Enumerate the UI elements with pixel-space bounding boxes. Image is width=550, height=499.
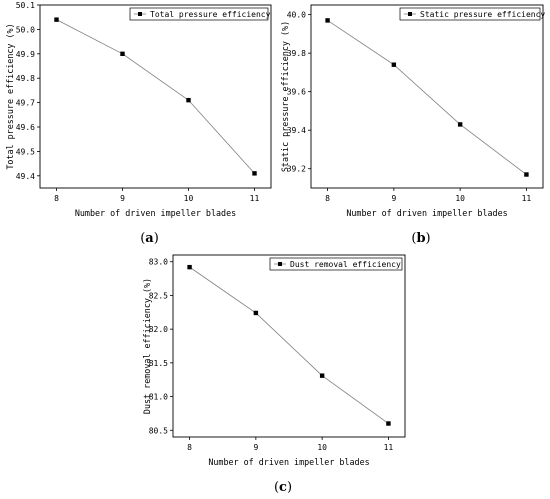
data-point — [252, 171, 257, 176]
chart-panel-a: 8 9 10 11 49.4 49.5 49.6 49.7 49.8 49.9 50.0 50.1 Nu… — [0, 0, 275, 250]
chart-svg-a: 8 9 10 11 49.4 49.5 49.6 49.7 49.8 49.9 50.0 50.1 Nu… — [5, 1, 272, 246]
y-tick-label: 49.5 — [16, 147, 35, 156]
x-tick-label: 8 — [54, 194, 59, 203]
x-axis-label: Number of driven impeller blades — [208, 457, 369, 467]
x-tick-label: 9 — [120, 194, 125, 203]
x-tick-label: 11 — [522, 194, 532, 203]
y-tick-label: 83.0 — [149, 258, 168, 267]
y-tick-label: 49.8 — [16, 74, 35, 83]
data-point — [457, 122, 463, 127]
legend-marker — [138, 12, 142, 16]
legend-label: Dust removal efficiency — [290, 260, 401, 269]
legend-box — [269, 257, 403, 271]
panel-label: (b) — [411, 231, 430, 246]
y-tick-label: 82.5 — [149, 291, 168, 300]
legend-label: Total pressure efficiency — [150, 10, 271, 19]
chart-panel-b: 8 9 10 11 39.2 39.4 39.6 39.8 40.0 Number of driv… — [275, 0, 550, 250]
y-axis-label: Dust removal efficiency (%) — [142, 278, 152, 414]
x-tick-label: 10 — [184, 194, 194, 203]
y-tick-label: 49.6 — [16, 123, 35, 132]
x-tick-label: 10 — [317, 443, 327, 452]
y-tick-label: 49.7 — [16, 99, 35, 108]
plot-frame — [310, 4, 544, 189]
y-tick-label: 49.4 — [16, 172, 35, 181]
chart-panel-c: 8 9 10 11 80.5 81.0 81.5 82.0 82.5 83.0 Number of … — [137, 250, 412, 499]
y-tick-label: 81.0 — [149, 393, 168, 402]
data-point — [386, 421, 391, 426]
legend-box — [399, 7, 541, 21]
y-tick-label: 80.5 — [149, 426, 168, 435]
legend-marker — [408, 12, 412, 16]
y-tick-label: 82.0 — [149, 325, 168, 334]
y-axis-label: Total pressure efficiency (%) — [5, 23, 15, 169]
y-tick-label: 39.6 — [287, 88, 306, 97]
plot-frame — [172, 254, 406, 438]
legend-marker — [278, 262, 282, 266]
x-tick-label: 9 — [253, 443, 258, 452]
panel-label: (a) — [140, 231, 159, 246]
data-point — [120, 51, 125, 56]
x-axis-label: Number of driven impeller blades — [75, 208, 236, 218]
x-axis-label: Number of driven impeller blades — [346, 208, 507, 218]
data-point — [524, 172, 529, 177]
x-tick-label: 8 — [325, 194, 330, 203]
chart-svg-b: 8 9 10 11 39.2 39.4 39.6 39.8 40.0 Number of driv… — [280, 4, 545, 246]
data-point — [186, 97, 191, 103]
data-point — [319, 373, 325, 378]
y-tick-label: 39.2 — [287, 165, 306, 174]
series-line — [189, 266, 389, 424]
y-tick-label: 39.8 — [287, 49, 306, 58]
data-point — [325, 18, 330, 23]
plot-frame — [39, 4, 272, 189]
y-tick-label: 50.1 — [16, 1, 35, 10]
y-tick-label: 39.4 — [287, 126, 306, 135]
y-axis-label: Static pressure efficiency (%) — [280, 21, 290, 172]
x-tick-label: 8 — [187, 443, 192, 452]
panel-label: (c) — [274, 480, 292, 495]
data-point — [253, 310, 259, 316]
y-tick-label: 50.0 — [16, 25, 35, 34]
data-point — [187, 264, 192, 270]
legend-label: Static pressure efficiency — [420, 10, 545, 19]
x-tick-label: 10 — [455, 194, 465, 203]
series-line — [327, 20, 527, 175]
data-point — [54, 17, 59, 22]
data-point — [391, 62, 397, 67]
x-tick-label: 11 — [250, 194, 260, 203]
y-tick-label: 81.5 — [149, 359, 168, 368]
chart-svg-c: 8 9 10 11 80.5 81.0 81.5 82.0 82.5 83.0 Number of … — [142, 254, 406, 495]
legend-box — [129, 7, 269, 21]
x-tick-label: 11 — [384, 443, 394, 452]
y-tick-label: 49.9 — [16, 50, 35, 59]
x-tick-label: 9 — [391, 194, 396, 203]
series-line — [56, 19, 255, 174]
y-tick-label: 40.0 — [287, 11, 306, 20]
